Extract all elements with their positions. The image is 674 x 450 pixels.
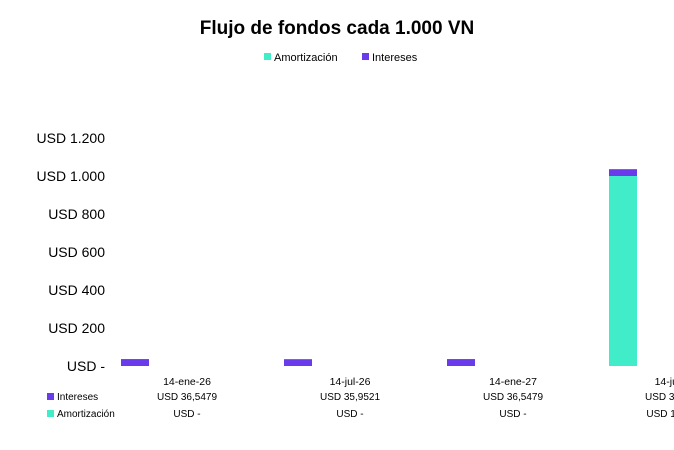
data-table: Intereses USD 36,5479 USD 35,9521 USD 36,54… xyxy=(47,392,674,420)
legend-label-amortizacion: Amortización xyxy=(274,52,338,64)
legend-swatch-intereses xyxy=(362,53,369,60)
x-tick-label: 14-jul-27 xyxy=(655,376,674,388)
data-label: USD 36,5479 xyxy=(483,392,543,403)
table-row-label: Amortización xyxy=(57,409,115,420)
data-label: USD 36,5479 xyxy=(157,392,217,403)
chart-title: Flujo de fondos cada 1.000 VN xyxy=(200,18,475,39)
bar-intereses xyxy=(609,169,637,176)
bar-intereses xyxy=(121,359,149,366)
x-axis: 14-ene-26 14-jul-26 14-ene-27 14-jul-27 xyxy=(163,376,674,388)
table-key-intereses xyxy=(47,393,54,400)
data-label: USD 1.000,0 xyxy=(646,409,674,420)
y-tick-label: USD - xyxy=(67,358,105,374)
x-tick-label: 14-jul-26 xyxy=(330,376,371,388)
data-label: USD - xyxy=(499,409,526,420)
y-tick-label: USD 600 xyxy=(48,244,105,260)
x-tick-label: 14-ene-27 xyxy=(489,376,537,388)
bar-amortizacion xyxy=(609,176,637,366)
data-label: USD - xyxy=(173,409,200,420)
legend-swatch-amortizacion xyxy=(264,53,271,60)
bars xyxy=(121,169,637,366)
y-axis: USD - USD 200 USD 400 USD 600 USD 800 USD 1.0… xyxy=(37,130,106,374)
bar-intereses xyxy=(447,359,475,366)
data-label: USD - xyxy=(336,409,363,420)
data-label: USD 35,9521 xyxy=(645,392,674,403)
y-tick-label: USD 200 xyxy=(48,320,105,336)
bar-intereses xyxy=(284,359,312,366)
y-tick-label: USD 1.000 xyxy=(37,168,106,184)
legend-label-intereses: Intereses xyxy=(372,52,418,64)
table-key-amortizacion xyxy=(47,410,54,417)
x-tick-label: 14-ene-26 xyxy=(163,376,211,388)
y-tick-label: USD 1.200 xyxy=(37,130,106,146)
table-row-label: Intereses xyxy=(57,392,98,403)
y-tick-label: USD 800 xyxy=(48,206,105,222)
data-label: USD 35,9521 xyxy=(320,392,380,403)
y-tick-label: USD 400 xyxy=(48,282,105,298)
chart-legend: Amortización Intereses xyxy=(264,52,418,64)
